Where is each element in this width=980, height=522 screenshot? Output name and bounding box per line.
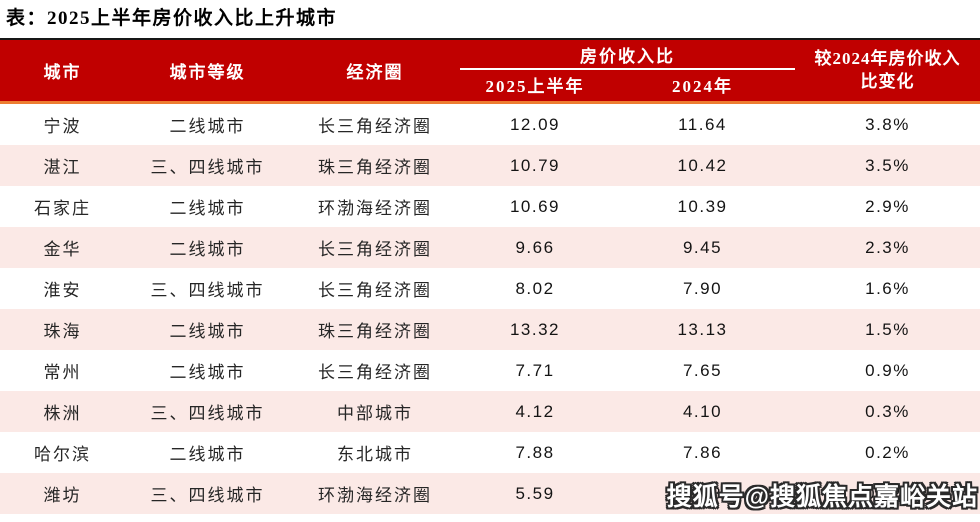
cell-y2024: 7.90 (682, 278, 723, 298)
cell-y2024: 9.45 (682, 237, 723, 257)
header-city: 城市 (43, 63, 82, 82)
cell-tier: 二线城市 (169, 240, 246, 259)
cell-circle: 长三角经济圈 (318, 117, 432, 136)
header-2025h1: 2025上半年 (485, 77, 585, 96)
table-body: 宁波 二线城市 长三角经济圈 12.09 11.64 3.8% 湛江 三、四线城市 珠三角经济圈… (0, 104, 980, 514)
cell-city: 石家庄 (34, 199, 91, 218)
cell-tier: 三、四线城市 (150, 404, 265, 423)
cell-circle: 环渤海经济圈 (318, 486, 432, 505)
header-group-divider (460, 68, 795, 70)
header-change-vs-2024: 较2024年房价收入 比变化 (795, 40, 980, 101)
cell-circle: 长三角经济圈 (318, 281, 432, 300)
cell-circle: 珠三角经济圈 (318, 158, 432, 177)
cell-change: 2.9% (865, 196, 910, 216)
header-orange-underline (0, 101, 980, 104)
header-change-line1: 较2024年房价收入 (814, 48, 961, 68)
cell-h1_2025: 9.66 (515, 237, 555, 257)
table-row: 淮安 三、四线城市 长三角经济圈 8.02 7.90 1.6% (0, 268, 980, 309)
cell-tier: 二线城市 (169, 445, 246, 464)
cell-change: 3.5% (865, 155, 910, 175)
cell-tier: 三、四线城市 (150, 158, 265, 177)
cell-change: 0.2% (865, 442, 910, 462)
cell-city: 金华 (43, 240, 82, 259)
cell-city: 淮安 (43, 281, 82, 300)
cell-city: 常州 (43, 363, 82, 382)
header-group-label: 房价收入比 (580, 46, 675, 66)
cell-change: 0.3% (865, 401, 910, 421)
cell-h1_2025: 5.59 (515, 483, 555, 503)
header-change-line2: 比变化 (860, 71, 915, 91)
table-row: 株洲 三、四线城市 中部城市 4.12 4.10 0.3% (0, 391, 980, 432)
cell-circle: 中部城市 (337, 404, 413, 423)
cell-city: 珠海 (43, 322, 82, 341)
cell-h1_2025: 13.32 (509, 319, 561, 339)
cell-circle: 珠三角经济圈 (318, 322, 432, 341)
cell-h1_2025: 7.88 (515, 442, 555, 462)
table-row: 常州 二线城市 长三角经济圈 7.71 7.65 0.9% (0, 350, 980, 391)
cell-h1_2025: 10.69 (509, 196, 561, 216)
header-group-subrow: 2025上半年 2024年 (460, 70, 795, 99)
cell-circle: 长三角经济圈 (318, 240, 432, 259)
table-row: 湛江 三、四线城市 珠三角经济圈 10.79 10.42 3.5% (0, 145, 980, 186)
table-row: 宁波 二线城市 长三角经济圈 12.09 11.64 3.8% (0, 104, 980, 145)
table-row: 哈尔滨 二线城市 东北城市 7.88 7.86 0.2% (0, 432, 980, 473)
cell-city: 哈尔滨 (34, 445, 91, 464)
cell-tier: 二线城市 (169, 199, 246, 218)
cell-h1_2025: 4.12 (515, 401, 555, 421)
cell-tier: 三、四线城市 (150, 486, 265, 505)
cell-change: 2.3% (865, 237, 910, 257)
table-row: 潍坊 三、四线城市 环渤海经济圈 5.59 5.58 0.2% (0, 473, 980, 514)
cell-circle: 环渤海经济圈 (318, 199, 432, 218)
cell-tier: 三、四线城市 (150, 281, 265, 300)
cell-change: 1.6% (865, 278, 910, 298)
cell-change: 1.5% (865, 319, 910, 339)
cell-y2024: 10.42 (677, 155, 728, 175)
header-band: 城市 城市等级 经济圈 房价收入比 2025上半年 2024年 较2024年房价… (0, 40, 980, 101)
cell-change: 3.8% (865, 114, 910, 134)
table-row: 珠海 二线城市 珠三角经济圈 13.32 13.13 1.5% (0, 309, 980, 350)
cell-circle: 长三角经济圈 (318, 363, 432, 382)
cell-city: 潍坊 (43, 486, 82, 505)
header-top-divider (0, 38, 980, 40)
cell-h1_2025: 10.79 (509, 155, 561, 175)
cell-h1_2025: 8.02 (515, 278, 555, 298)
cell-y2024: 7.65 (682, 360, 723, 380)
table-title: 表：2025上半年房价收入比上升城市 (6, 8, 338, 29)
cell-change: 0.9% (865, 360, 910, 380)
cell-circle: 东北城市 (337, 445, 413, 464)
header-price-income-group: 房价收入比 2025上半年 2024年 (460, 40, 795, 101)
cell-y2024: 11.64 (678, 114, 727, 134)
cell-y2024: 10.39 (677, 196, 728, 216)
header-economic-circle: 经济圈 (346, 63, 404, 82)
cell-h1_2025: 12.09 (509, 114, 561, 134)
cell-tier: 二线城市 (169, 322, 246, 341)
sohu-watermark: 搜狐号@搜狐焦点嘉峪关站 (666, 483, 978, 511)
cell-tier: 二线城市 (169, 117, 246, 136)
header-2024: 2024年 (672, 77, 733, 96)
cell-change: 0.2% (865, 483, 910, 503)
table-row: 金华 二线城市 长三角经济圈 9.66 9.45 2.3% (0, 227, 980, 268)
cell-y2024: 7.86 (682, 442, 723, 462)
table-header: 城市 城市等级 经济圈 房价收入比 2025上半年 2024年 较2024年房价… (0, 38, 980, 104)
cell-city: 宁波 (43, 117, 82, 136)
cell-h1_2025: 7.71 (515, 360, 555, 380)
header-tier: 城市等级 (169, 63, 246, 82)
table-row: 石家庄 二线城市 环渤海经济圈 10.69 10.39 2.9% (0, 186, 980, 227)
cell-city: 株洲 (43, 404, 82, 423)
cell-y2024: 13.13 (677, 319, 728, 339)
cell-tier: 二线城市 (169, 363, 246, 382)
cell-y2024: 4.10 (682, 401, 723, 421)
cell-y2024: 5.58 (682, 483, 723, 503)
cell-city: 湛江 (43, 158, 82, 177)
